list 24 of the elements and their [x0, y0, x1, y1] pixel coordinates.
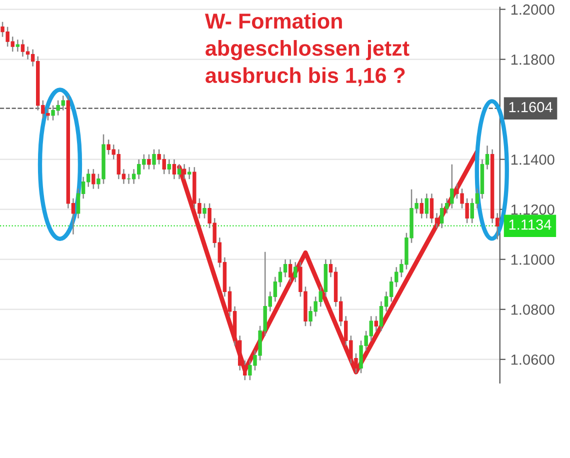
candlestick	[92, 168, 96, 190]
candlestick	[152, 148, 156, 170]
candlestick	[182, 163, 186, 180]
y-tick-label: 1.1000	[511, 254, 554, 265]
candlestick	[147, 154, 151, 170]
candlestick	[177, 163, 182, 180]
y-tick-label: 1.1400	[511, 154, 554, 165]
candlestick	[167, 158, 172, 175]
y-tick-label: 1.1200	[511, 204, 554, 215]
candlestick	[288, 258, 292, 283]
candlestick	[424, 192, 429, 219]
ref-line-label: 1.1604	[509, 102, 552, 112]
ref-line-label: 1.1134	[509, 219, 552, 230]
candlestick	[374, 316, 378, 332]
y-tick-label: 1.1800	[511, 54, 554, 65]
y-tick-label: 1.2000	[511, 4, 554, 15]
candlestick	[187, 166, 192, 180]
y-tick-label: 1.0600	[511, 354, 554, 365]
y-tick-label: 1.0800	[511, 304, 554, 315]
candlestick	[294, 261, 298, 283]
candlestick	[16, 38, 20, 52]
annotation: W- Formation abgeschlossen jetzt ausbruch bis 1,16 ?	[204, 12, 410, 86]
candlestick	[202, 202, 206, 219]
candlestick	[420, 198, 424, 219]
